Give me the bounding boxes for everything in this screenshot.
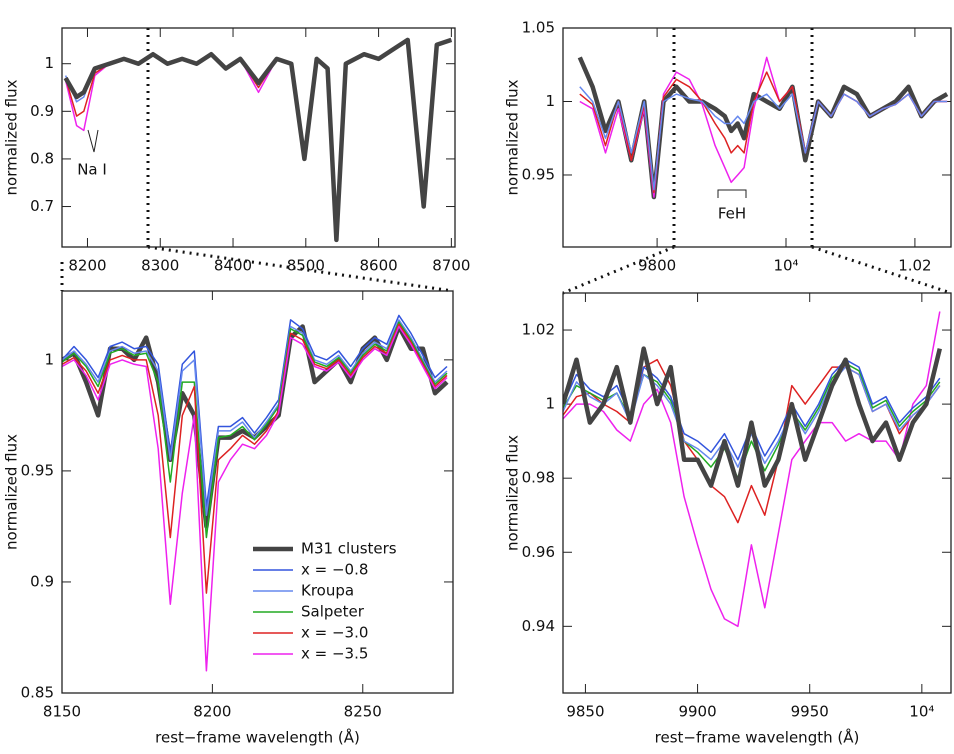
x-tick-label: 8250 [344,703,382,721]
x-axis-label: rest−frame wavelength (Å) [155,728,360,747]
x-tick-label: 10⁴ [909,703,934,721]
x-tick-label: 9950 [791,703,829,721]
spectrum-line [62,314,448,508]
y-tick-label: 0.95 [522,165,555,183]
spectrum-line [64,39,452,241]
x-axis-label: rest−frame wavelength (Å) [655,728,860,747]
x-tick-label: 8600 [359,257,397,275]
y-tick-label: 0.85 [21,684,54,702]
legend: M31 clusters x = −0.8 Kroupa Salpeter x = −3… [253,540,397,663]
x-tick-label: 8300 [141,257,179,275]
x-tick-label: 8400 [214,257,252,275]
x-tick-label: 8200 [193,703,231,721]
annotation: Na I [77,161,107,179]
spectrum-line [62,325,448,672]
y-tick-label: 0.9 [30,102,54,120]
legend-label: Salpeter [301,603,365,621]
zoom-line [147,245,454,293]
plot-frame [61,290,454,694]
spectrum-line [64,39,452,241]
legend-label: x = −0.8 [301,561,368,579]
y-tick-label: 0.96 [522,543,555,561]
y-tick-label: 0.9 [30,572,54,590]
spectrum-line [64,39,452,241]
annotation: FeH [718,205,746,223]
y-axis-label: normalized flux [3,79,21,195]
y-tick-label: 1 [545,395,555,413]
spectrum-line [62,319,448,517]
y-tick-label: 0.94 [522,617,555,635]
y-tick-label: 0.95 [21,461,54,479]
x-tick-label: 9900 [678,703,716,721]
x-tick-label: 1.02 [898,257,931,275]
panel: 8200 8300 8400 8500 8600 8700 0.7 0.8 0.9 1 normal… [3,27,470,275]
spectrum-line [563,346,942,488]
legend-label: M31 clusters [301,540,397,558]
zoom-guides [60,28,952,295]
annotation-marker [717,189,747,198]
x-tick-label: 10⁴ [773,257,798,275]
y-tick-label: 0.8 [30,149,54,167]
y-axis-label: normalized flux [3,434,21,550]
annotation-marker [87,129,99,153]
spectrum-line [579,86,948,191]
x-tick-label: 8500 [287,257,325,275]
y-tick-label: 1 [44,54,54,72]
x-tick-label: 9850 [566,703,604,721]
spectrum-line [62,323,448,594]
legend-label: Kroupa [301,582,354,600]
legend-label: x = −3.5 [301,645,368,663]
y-tick-label: 1.02 [522,321,555,339]
x-tick-label: 8150 [43,703,81,721]
y-tick-label: 1 [545,92,555,110]
panel: 9850 9900 9950 10⁴ 0.94 0.96 0.98 1 1.02 normaliz… [504,292,952,747]
y-tick-label: 1 [44,350,54,368]
plot-frame [61,27,456,248]
y-tick-label: 0.98 [522,469,555,487]
y-axis-label: normalized flux [504,435,522,551]
panel: 8150 8200 8250 0.85 0.9 0.95 1 normalized flux r… [3,290,454,747]
spectrum-line [63,37,453,243]
x-tick-label: 8200 [68,257,106,275]
plot-frame [562,292,952,694]
panel: 9800 10⁴ 1.02 0.95 1 1.05 normalized flux FeH [504,19,952,275]
x-tick-label: 8700 [432,257,470,275]
y-tick-label: 0.7 [30,197,54,215]
spectrum-line [563,311,941,628]
spectrum-line [579,71,948,194]
spectrum-line [62,321,448,539]
legend-label: x = −3.0 [301,624,368,642]
plot-frame [562,27,952,248]
x-tick-label: 9800 [638,257,676,275]
y-axis-label: normalized flux [504,79,522,195]
y-tick-label: 1.05 [522,19,555,37]
